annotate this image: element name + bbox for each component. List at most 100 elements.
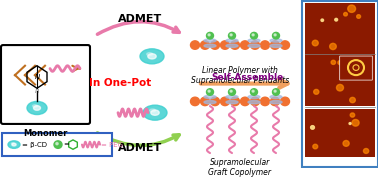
Ellipse shape: [270, 95, 282, 99]
FancyBboxPatch shape: [340, 56, 372, 80]
Text: In One-Pot: In One-Pot: [89, 78, 151, 88]
Circle shape: [191, 97, 200, 106]
Text: Self-Assemble: Self-Assemble: [211, 73, 283, 83]
Ellipse shape: [148, 54, 156, 59]
Circle shape: [231, 97, 240, 106]
Circle shape: [363, 59, 366, 62]
Ellipse shape: [12, 143, 16, 146]
Circle shape: [348, 5, 356, 12]
Circle shape: [211, 41, 220, 49]
Circle shape: [228, 89, 235, 95]
Ellipse shape: [226, 39, 238, 42]
Ellipse shape: [226, 101, 238, 104]
Ellipse shape: [11, 143, 14, 144]
Text: =: =: [63, 142, 69, 148]
Circle shape: [208, 34, 210, 36]
Circle shape: [343, 141, 349, 146]
Circle shape: [251, 97, 260, 106]
FancyBboxPatch shape: [305, 3, 375, 54]
Circle shape: [251, 89, 257, 95]
Ellipse shape: [270, 39, 282, 42]
Ellipse shape: [248, 39, 260, 42]
Text: = PEG: = PEG: [101, 142, 123, 148]
Text: Monomer: Monomer: [23, 129, 67, 138]
Ellipse shape: [143, 105, 167, 120]
FancyBboxPatch shape: [305, 54, 375, 106]
Text: ADMET: ADMET: [118, 143, 162, 153]
Circle shape: [280, 97, 290, 106]
Circle shape: [280, 41, 290, 49]
Text: = β-CD: = β-CD: [22, 142, 47, 148]
Ellipse shape: [27, 101, 47, 115]
Circle shape: [260, 97, 270, 106]
Circle shape: [191, 41, 200, 49]
Circle shape: [271, 97, 279, 106]
Circle shape: [273, 89, 279, 95]
Circle shape: [311, 126, 314, 129]
Circle shape: [362, 67, 364, 70]
Circle shape: [252, 34, 254, 36]
Circle shape: [330, 43, 336, 50]
Circle shape: [352, 119, 359, 126]
Ellipse shape: [270, 44, 282, 47]
Circle shape: [228, 32, 235, 39]
Ellipse shape: [248, 95, 260, 99]
Ellipse shape: [34, 106, 40, 110]
Ellipse shape: [140, 49, 164, 64]
Circle shape: [54, 141, 62, 148]
Ellipse shape: [204, 39, 216, 42]
Ellipse shape: [204, 95, 216, 99]
Circle shape: [273, 32, 279, 39]
Ellipse shape: [226, 44, 238, 47]
Circle shape: [230, 90, 232, 92]
Circle shape: [350, 97, 355, 103]
Circle shape: [357, 15, 361, 18]
Circle shape: [206, 32, 214, 39]
Ellipse shape: [248, 44, 260, 47]
Circle shape: [240, 97, 249, 106]
Circle shape: [364, 149, 369, 153]
Circle shape: [56, 142, 58, 145]
Circle shape: [335, 18, 338, 21]
FancyBboxPatch shape: [1, 45, 90, 124]
Circle shape: [321, 19, 324, 21]
Ellipse shape: [150, 109, 156, 112]
Circle shape: [344, 13, 347, 16]
Circle shape: [338, 61, 342, 65]
Circle shape: [336, 84, 344, 91]
Ellipse shape: [151, 110, 159, 115]
Circle shape: [251, 41, 260, 49]
Circle shape: [200, 41, 209, 49]
FancyBboxPatch shape: [302, 1, 378, 167]
Circle shape: [331, 60, 336, 64]
Text: n: n: [35, 88, 39, 94]
Ellipse shape: [270, 101, 282, 104]
Circle shape: [208, 90, 210, 92]
Ellipse shape: [226, 95, 238, 99]
Ellipse shape: [248, 101, 260, 104]
FancyBboxPatch shape: [305, 109, 375, 157]
Circle shape: [220, 41, 229, 49]
Ellipse shape: [33, 105, 37, 107]
Circle shape: [260, 41, 270, 49]
Text: N: N: [34, 74, 40, 80]
Circle shape: [271, 41, 279, 49]
Ellipse shape: [147, 53, 153, 56]
Circle shape: [211, 97, 220, 106]
Circle shape: [313, 144, 318, 149]
Circle shape: [206, 89, 214, 95]
Ellipse shape: [204, 101, 216, 104]
Ellipse shape: [8, 141, 20, 148]
Circle shape: [251, 32, 257, 39]
Circle shape: [274, 34, 276, 36]
Text: ADMET: ADMET: [118, 14, 162, 24]
Circle shape: [314, 89, 319, 94]
Circle shape: [350, 113, 355, 117]
Text: Linear Polymer with
Supramolecular Pendants: Linear Polymer with Supramolecular Penda…: [191, 66, 289, 85]
Circle shape: [349, 123, 351, 124]
FancyBboxPatch shape: [2, 133, 112, 156]
Circle shape: [274, 90, 276, 92]
Circle shape: [220, 97, 229, 106]
Circle shape: [312, 40, 318, 46]
Circle shape: [252, 90, 254, 92]
